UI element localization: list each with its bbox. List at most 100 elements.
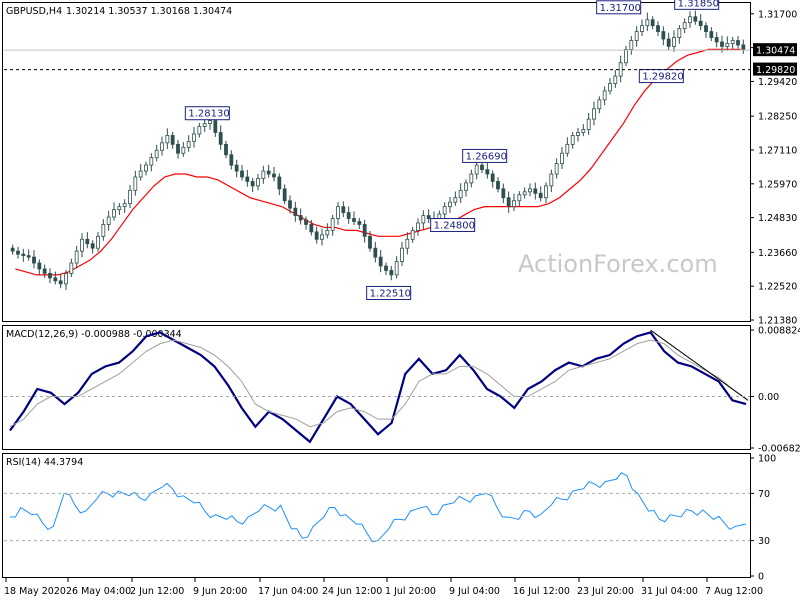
candle-body — [640, 25, 644, 32]
support-level-label: 1.29820 — [756, 65, 795, 76]
time-tick-label: 9 Jun 20:00 — [193, 586, 247, 597]
candle-body — [277, 176, 282, 190]
candle-body — [90, 243, 95, 249]
candle-body — [560, 152, 564, 165]
candle-body — [522, 191, 527, 196]
candle-body — [186, 140, 191, 148]
candle-body — [592, 108, 596, 120]
candle-body — [501, 188, 506, 199]
candle-body — [416, 222, 420, 231]
candle-body — [645, 19, 650, 27]
candle-body — [314, 231, 319, 240]
annotation-1.22510: 1.22510 — [366, 285, 412, 300]
candle-body — [741, 44, 746, 50]
candle-body — [709, 31, 714, 38]
candlesticks — [10, 10, 746, 291]
moving-average-line — [15, 48, 741, 276]
candle-body — [352, 218, 356, 222]
annotation-box — [430, 218, 476, 233]
candle-body — [405, 238, 410, 249]
candle-body — [426, 215, 431, 219]
annotation-box — [184, 106, 230, 121]
time-tick-label: 17 Jun 04:00 — [258, 586, 318, 597]
price-tick-label: 1.22520 — [758, 282, 797, 293]
candle-body — [368, 235, 372, 249]
annotation-label: 1.31700 — [600, 3, 641, 14]
macd-lines — [9, 329, 749, 444]
candle-body — [197, 126, 202, 135]
candle-body — [650, 19, 655, 27]
annotation-label: 1.28130 — [188, 109, 229, 120]
candle-body — [357, 221, 362, 225]
candle-body — [272, 173, 276, 178]
candle-body — [122, 203, 127, 208]
candle-body — [549, 173, 554, 187]
price-panel — [2, 2, 751, 322]
annotation-box — [366, 285, 412, 300]
annotation-label: 1.22510 — [370, 288, 411, 299]
candle-body — [101, 224, 106, 237]
watermark: ActionForex.com — [518, 250, 718, 278]
candle-body — [656, 25, 660, 32]
candle-body — [490, 173, 495, 182]
moving-average-path — [15, 48, 741, 276]
candle-body — [165, 135, 170, 144]
candle-body — [304, 219, 308, 225]
candle-body — [362, 224, 367, 237]
candle-body — [474, 164, 479, 175]
candle-body — [64, 273, 68, 285]
candle-body — [666, 38, 671, 47]
price-tick-label: 1.27110 — [758, 145, 797, 156]
time-tick-label: 1 Jul 20:00 — [385, 586, 436, 597]
candle-body — [389, 270, 394, 276]
candle-body — [714, 37, 719, 43]
candle-body — [293, 207, 298, 216]
annotation-label: 1.26690 — [466, 151, 507, 162]
price-axis: 1.317001.305601.294201.282501.271101.259… — [4, 9, 797, 327]
candle-body — [629, 40, 634, 50]
candle-body — [181, 146, 186, 154]
candle-body — [26, 255, 31, 258]
annotation-box — [462, 148, 508, 163]
candle-body — [394, 261, 399, 276]
candle-body — [570, 135, 575, 145]
macd-tick-label: 0.00 — [758, 392, 779, 403]
candle-body — [597, 99, 602, 110]
candle-body — [37, 262, 42, 270]
candle-body — [480, 164, 484, 170]
rsi-tick-label: 70 — [758, 489, 770, 500]
candle-body — [672, 37, 676, 47]
candle-body — [192, 133, 196, 142]
annotation-1.24800: 1.24800 — [430, 218, 476, 233]
macd-tick-label: -0.006825 — [758, 444, 800, 455]
candle-body — [448, 201, 452, 208]
price-tick-label: 1.21380 — [758, 316, 797, 327]
price-tick-label: 1.24830 — [758, 213, 797, 224]
candle-body — [496, 181, 500, 190]
price-tick-label: 1.29420 — [758, 77, 797, 88]
candle-body — [533, 188, 538, 194]
candle-body — [224, 143, 228, 156]
candle-body — [384, 265, 388, 271]
candle-body — [170, 135, 175, 145]
candle-body — [538, 192, 543, 199]
time-tick-label: 26 May 04:00 — [66, 586, 131, 597]
candle-body — [458, 189, 463, 199]
candle-body — [282, 188, 287, 202]
time-tick-label: 9 Jul 04:00 — [449, 586, 500, 597]
candle-body — [69, 262, 74, 274]
annotation-label: 1.31850 — [678, 0, 719, 9]
time-axis: 18 May 2020 26 May 04:002 Jun 12:00 9 Jun … — [4, 578, 763, 597]
candle-body — [133, 176, 138, 191]
time-tick-label: 2 Jun 12:00 — [130, 586, 184, 597]
candle-body — [725, 43, 730, 47]
annotation-1.31850: 1.31850 — [674, 0, 720, 10]
annotation-1.29820: 1.29820 — [638, 69, 684, 84]
candle-body — [682, 22, 687, 30]
candle-body — [21, 253, 26, 257]
candle-body — [720, 41, 724, 47]
candle-body — [112, 209, 116, 218]
candle-body — [506, 197, 511, 208]
candle-body — [106, 216, 111, 225]
candle-body — [421, 215, 426, 224]
